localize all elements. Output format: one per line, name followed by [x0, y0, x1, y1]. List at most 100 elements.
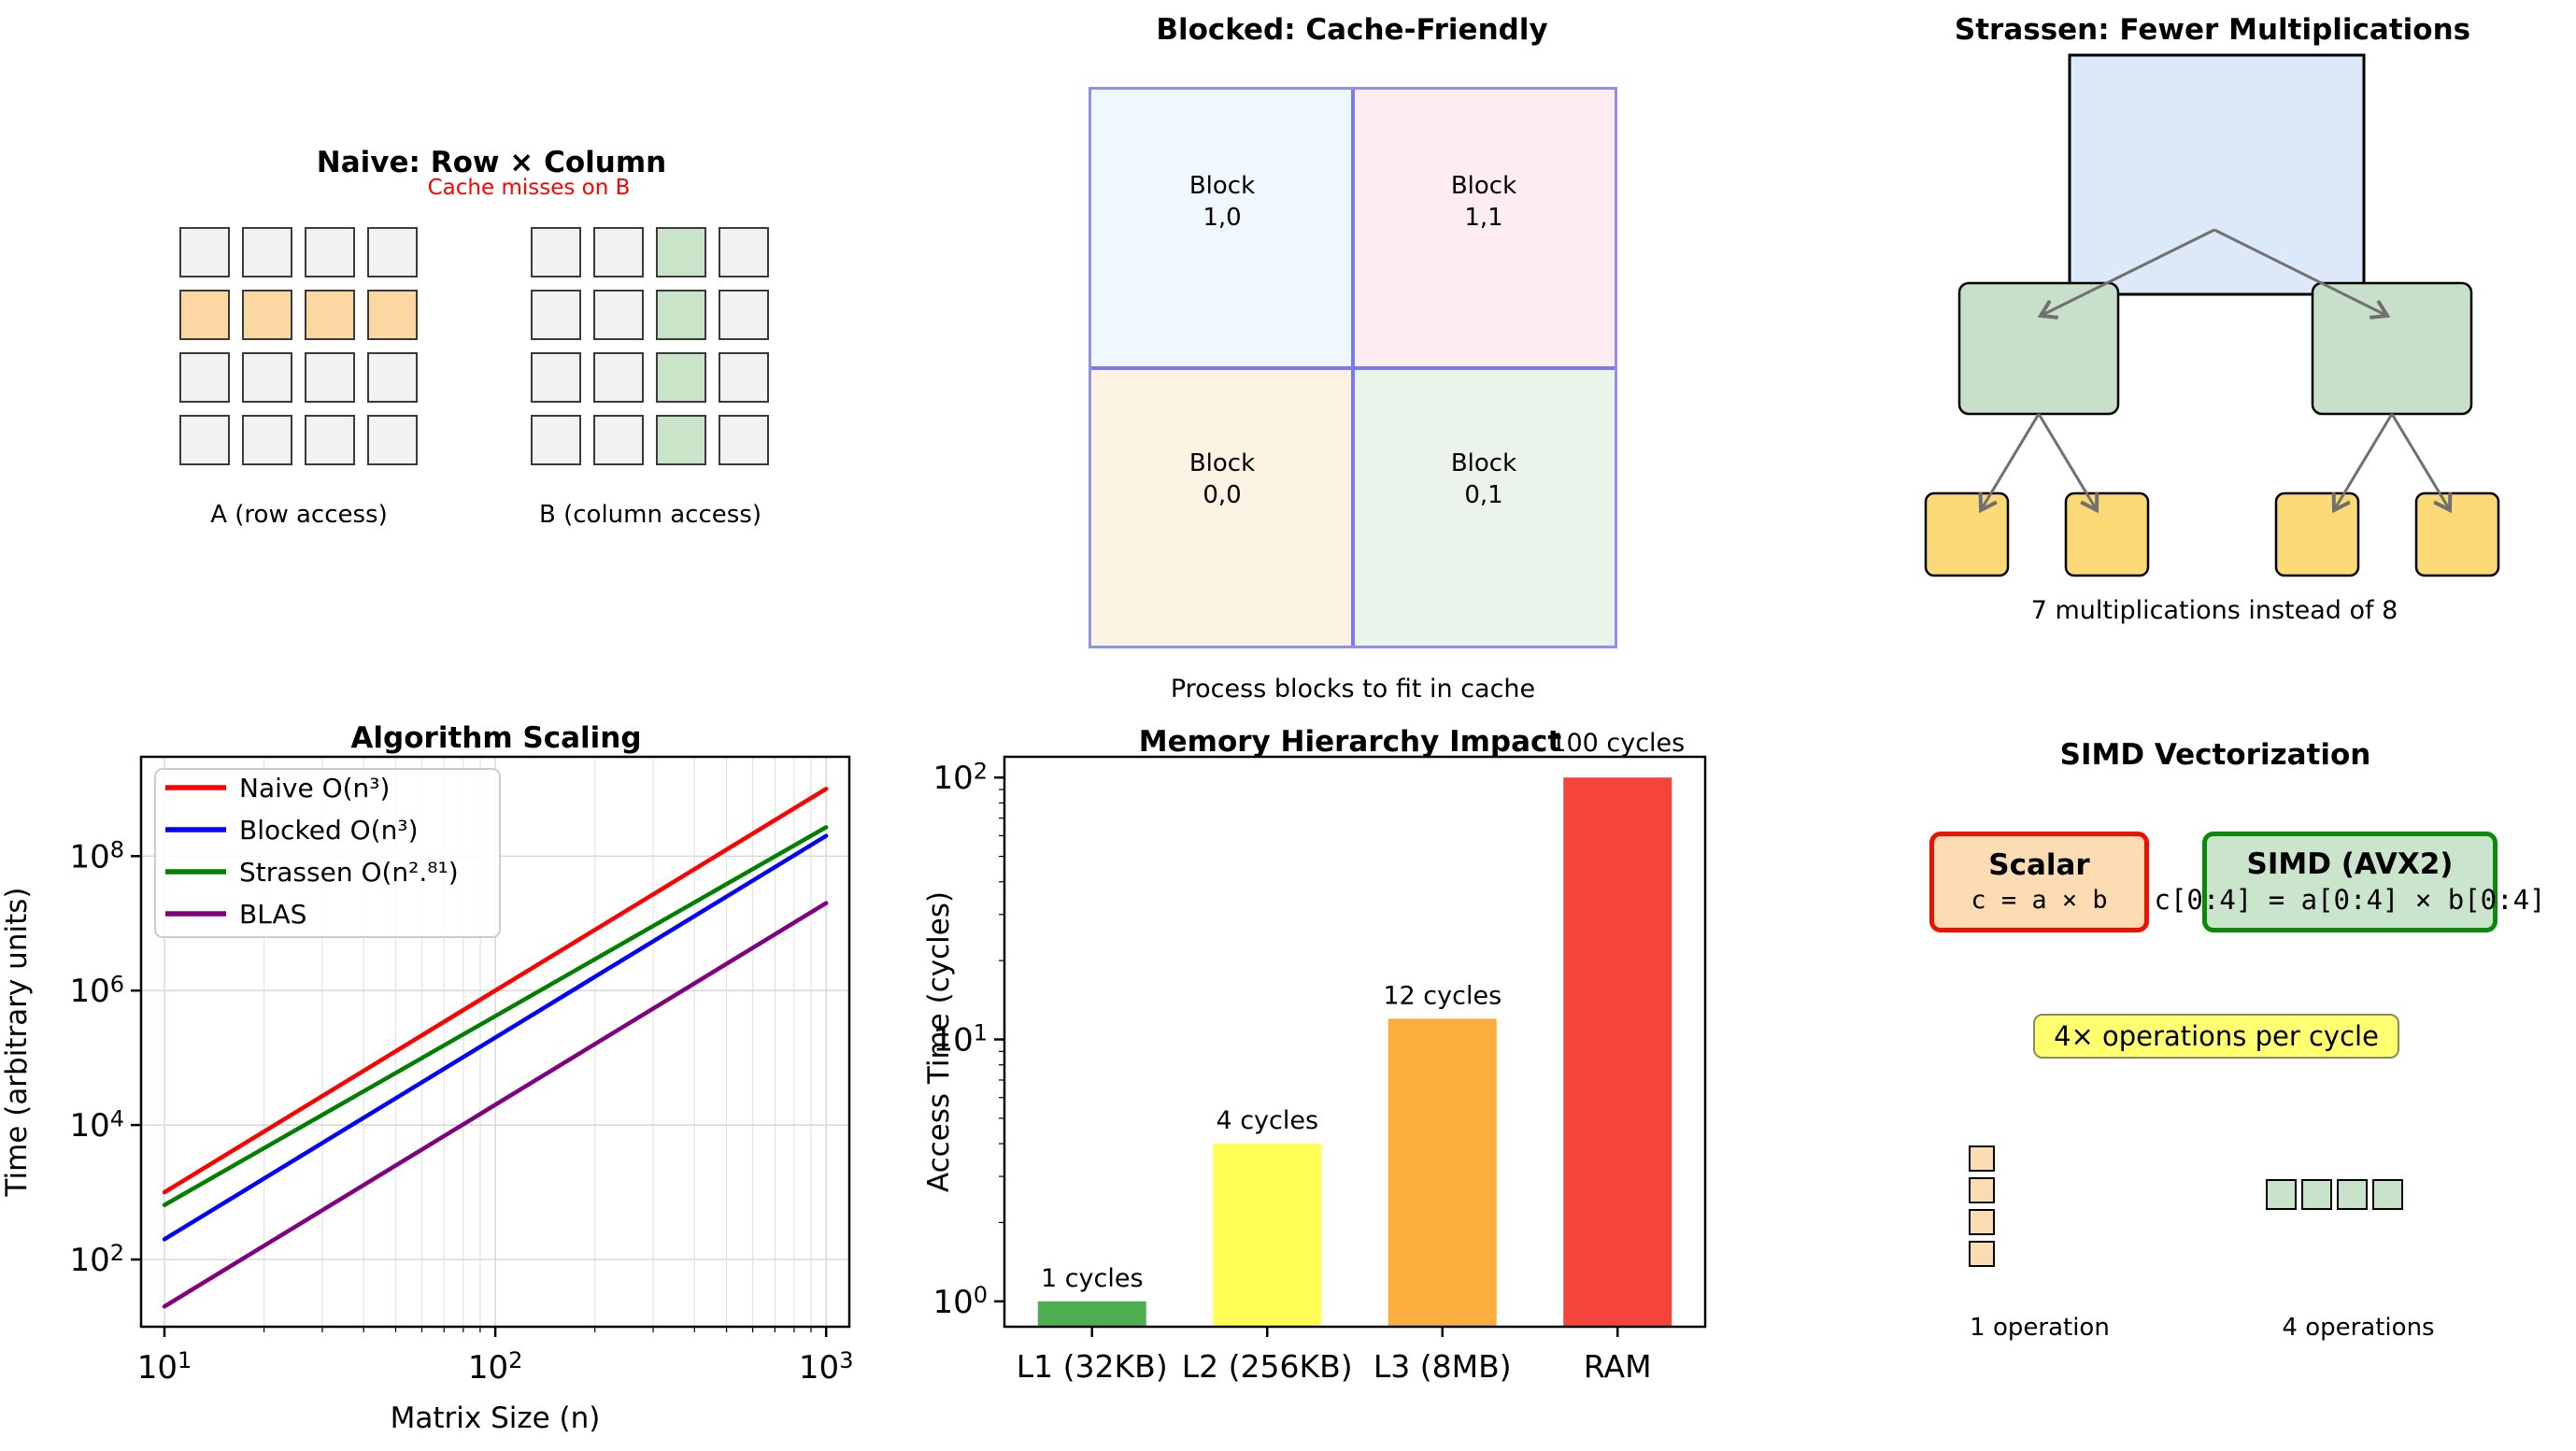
matrix-cell [593, 227, 644, 277]
scalar-unit-square [1969, 1177, 1995, 1203]
matrix-cell [531, 415, 581, 465]
naive-subtitle: Cache misses on B [427, 176, 631, 200]
block-0-0: Block 0,0 [1091, 367, 1353, 646]
block-name: Block [1450, 449, 1517, 478]
tree-arrow [1978, 413, 2041, 514]
block-index: 1,1 [1464, 203, 1503, 232]
tree-arrow [2037, 228, 2215, 320]
x-tick-label: 103 [799, 1347, 854, 1387]
simd-unit-square [2372, 1179, 2403, 1210]
matrix-cell [531, 352, 581, 403]
leaf-multiplication-node [2414, 491, 2500, 577]
matrix-cell [531, 290, 581, 340]
scalar-units-caption: 1 operation [1970, 1314, 2110, 1342]
sub-matrix-node [1957, 281, 2120, 416]
strassen-caption: 7 multiplications instead of 8 [2031, 596, 2398, 625]
simd-title: SIMD Vectorization [2059, 738, 2371, 772]
block-name: Block [1450, 171, 1517, 200]
category-label: L3 (8MB) [1373, 1348, 1512, 1385]
matrix-cell [719, 290, 769, 340]
category-label: L1 (32KB) [1017, 1348, 1168, 1385]
naive-title: Naive: Row × Column [316, 146, 667, 179]
matrix-cell [367, 415, 418, 465]
x-axis-label: Matrix Size (n) [391, 1401, 601, 1435]
block-name: Block [1188, 449, 1256, 478]
block-index: 1,0 [1203, 203, 1242, 232]
matrix-cell [656, 415, 706, 465]
matrix-cell [656, 290, 706, 340]
matrix-cell [242, 415, 292, 465]
scalar-unit-square [1969, 1241, 1995, 1267]
simd-avx2-box: SIMD (AVX2) c[0:4] = a[0:4] × b[0:4] [2154, 832, 2546, 932]
scalar-unit-square [1969, 1209, 1995, 1235]
block-name: Block [1188, 171, 1256, 200]
tree-arrow [2390, 413, 2453, 514]
category-label: L2 (256KB) [1182, 1348, 1353, 1385]
blocked-matrix: Block 1,0 Block 1,1 Block 0,0 Block 0,1 [1089, 87, 1617, 648]
block-index: 0,1 [1464, 481, 1503, 510]
tree-arrow [2331, 413, 2394, 514]
simd-box-code: c[0:4] = a[0:4] × b[0:4] [2154, 884, 2546, 916]
panel-naive: Naive: Row × Column Cache misses on B A … [0, 0, 859, 726]
simd-units-caption: 4 operations [2282, 1314, 2435, 1342]
scalar-box: Scalar c = a × b [1929, 832, 2149, 932]
chart-title: Algorithm Scaling [350, 725, 641, 755]
legend-label: BLAS [239, 899, 306, 930]
bar [1388, 1018, 1497, 1327]
matrix-cell [656, 352, 706, 403]
panel-algorithm-scaling: 101 102 103 102 104 106 108 Matrix Size (n) Time… [0, 721, 859, 1451]
matrix-a-label: A (row access) [210, 501, 388, 529]
algorithm-scaling-chart: 101 102 103 102 104 106 108 Matrix Size (n) Time… [0, 721, 854, 1435]
matrix-cell [305, 290, 355, 340]
block-0-1: Block 0,1 [1353, 367, 1615, 646]
bar-value-label: 4 cycles [1216, 1106, 1318, 1135]
strassen-tree-diagram: 7 multiplications instead of 8 [1924, 53, 2500, 625]
panel-strassen: Strassen: Fewer Multiplications 7 multip… [1717, 0, 2576, 726]
matrix-cell [719, 227, 769, 277]
matrix-cell [179, 227, 230, 277]
y-tick-label: 104 [69, 1105, 124, 1145]
bar [1213, 1144, 1322, 1327]
grid-layer [141, 757, 849, 1327]
matrix-cell [367, 352, 418, 403]
matrix-cell [305, 352, 355, 403]
legend-label: Naive O(n³) [239, 773, 390, 804]
bar [1563, 777, 1672, 1327]
matrix-cell [719, 352, 769, 403]
legend-label: Blocked O(n³) [239, 815, 419, 846]
block-index: 0,0 [1203, 481, 1242, 510]
y-tick-label: 102 [69, 1240, 124, 1279]
series-line [162, 825, 829, 1207]
strassen-title: Strassen: Fewer Multiplications [1954, 13, 2471, 47]
simd-unit-square [2337, 1179, 2368, 1210]
matrix-a-grid [179, 227, 418, 465]
bar-value-label: 12 cycles [1383, 981, 1501, 1010]
matrix-cell [531, 227, 581, 277]
simd-unit-row [2266, 1179, 2403, 1210]
panel-simd: SIMD Vectorization Scalar c = a × b SIMD… [1717, 725, 2576, 1451]
matrix-b-label: B (column access) [539, 501, 761, 529]
x-tick-label: 101 [137, 1347, 192, 1387]
matrix-cell [305, 415, 355, 465]
panel-blocked: Blocked: Cache-Friendly Block 1,0 Block … [859, 0, 1717, 726]
matrix-cell [593, 290, 644, 340]
blocked-title: Blocked: Cache-Friendly [1156, 13, 1548, 47]
y-axis-label: Access Time (cycles) [922, 891, 956, 1192]
y-tick-label: 102 [932, 758, 988, 797]
bar [1037, 1301, 1146, 1327]
chart-title: Memory Hierarchy Impact [1139, 725, 1562, 759]
leaf-multiplication-node [1924, 491, 2010, 577]
y-tick-label: 100 [932, 1282, 988, 1321]
matrix-cell [242, 290, 292, 340]
matrix-cell [179, 290, 230, 340]
matrix-cell [656, 227, 706, 277]
series-line [162, 787, 829, 1195]
tree-arrow [2037, 413, 2099, 514]
matrix-cell [367, 290, 418, 340]
panel-memory-hierarchy: 100 101 102 1 cycles L1 (32KB) 4 cycles L2 (25… [859, 725, 1717, 1451]
root-matrix-node [2068, 53, 2366, 296]
legend-box [154, 768, 501, 938]
matrix-cell [593, 415, 644, 465]
speedup-badge: 4× operations per cycle [2033, 1014, 2399, 1059]
